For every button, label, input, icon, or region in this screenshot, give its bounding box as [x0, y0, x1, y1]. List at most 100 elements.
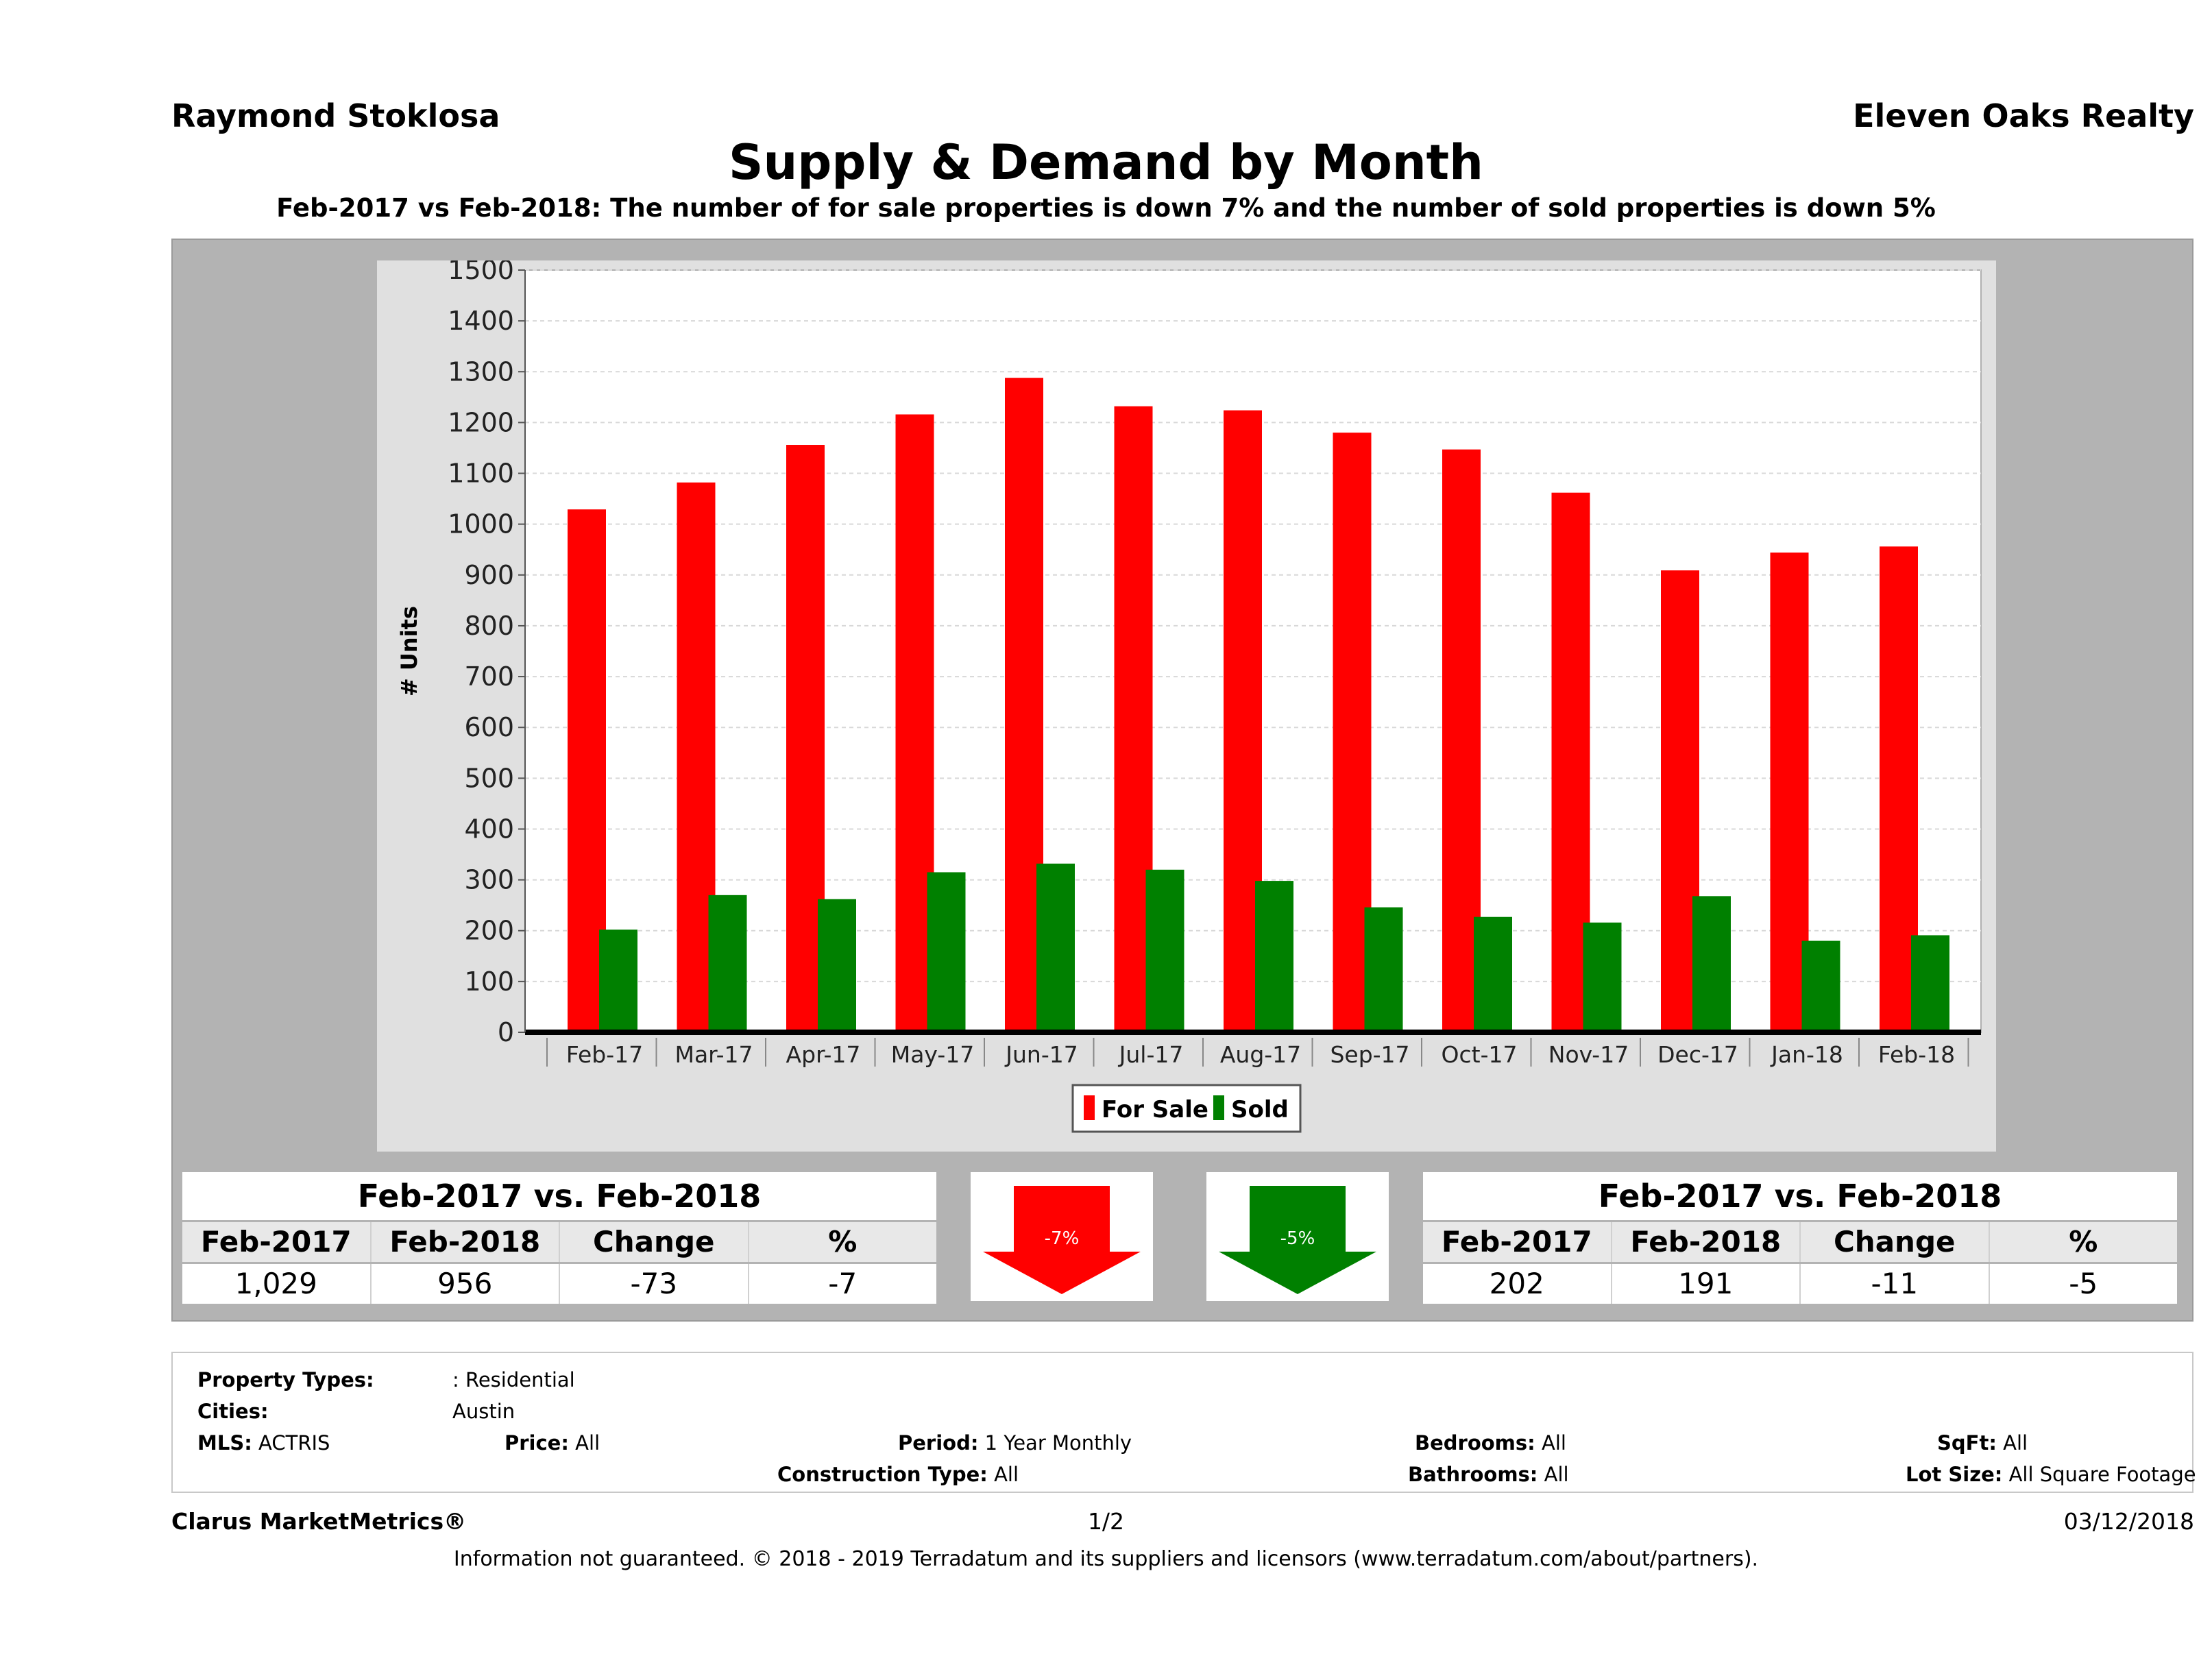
bar-chart: 0 100 200 300 400 500 600 700 800 900 1000 1100 1200… — [377, 260, 1996, 1152]
y-tick-label: 400 — [464, 814, 514, 844]
value-percent: -5 — [2069, 1267, 2098, 1300]
bar-sold-mar-17 — [708, 895, 747, 1032]
footer-brand: Clarus MarketMetrics® — [171, 1508, 467, 1535]
x-tick-label: Oct-17 — [1442, 1041, 1518, 1068]
x-tick-label: Jun-17 — [1004, 1041, 1078, 1068]
col-header-change: Change — [1801, 1222, 1990, 1262]
bar-sold-nov-17 — [1583, 922, 1622, 1032]
legend-label-sold: Sold — [1231, 1096, 1289, 1123]
bar-sold-apr-17 — [818, 899, 856, 1032]
x-tick-label: Mar-17 — [674, 1041, 753, 1068]
y-tick-label: 300 — [464, 865, 514, 895]
y-tick-label: 500 — [464, 763, 514, 793]
filter-bathrooms: Bathrooms: All — [1408, 1463, 1569, 1486]
red-down-arrow-icon — [983, 1186, 1141, 1294]
filter-property-types-value: : Residential — [452, 1368, 575, 1391]
col-header-percent: % — [828, 1225, 858, 1258]
agent-name: Raymond Stoklosa — [171, 97, 500, 134]
x-tick-label: Dec-17 — [1657, 1041, 1738, 1068]
y-tick-label: 1400 — [448, 306, 514, 336]
filter-construction-type: Construction Type: All — [777, 1463, 1019, 1486]
filter-label: Property Types: — [197, 1368, 374, 1391]
filter-label: Cities: — [197, 1400, 269, 1423]
filter-mls: MLS: ACTRIS — [197, 1431, 330, 1455]
for-sale-change-indicator: -7% — [971, 1172, 1153, 1301]
y-tick-label: 900 — [464, 560, 514, 590]
col-header-feb-2017: Feb-2017 — [1423, 1222, 1612, 1262]
sold-comparison-header-row: Feb-2017 Feb-2018 Change % — [1423, 1222, 2177, 1264]
filter-label: Construction Type: — [777, 1463, 988, 1486]
value-feb-2018: 191 — [1612, 1264, 1801, 1304]
y-tick-label: 1000 — [448, 509, 514, 539]
col-header-feb-2018: Feb-2018 — [1612, 1222, 1801, 1262]
value-feb-2017: 202 — [1423, 1264, 1612, 1304]
bar-sold-aug-17 — [1255, 881, 1293, 1032]
y-tick-label: 1300 — [448, 356, 514, 387]
chart-legend: For Sale Sold — [1071, 1084, 1302, 1133]
filter-value: All — [1541, 1431, 1566, 1455]
sold-comparison-value-row: 202 191 -11 -5 — [1423, 1264, 2177, 1304]
filter-value: All Square Footage — [2008, 1463, 2196, 1486]
filter-cities-value: Austin — [452, 1400, 515, 1423]
x-tick-label: Feb-17 — [566, 1041, 643, 1068]
bar-sold-oct-17 — [1474, 916, 1512, 1032]
filter-label: MLS: — [197, 1431, 252, 1455]
filter-value: 1 Year Monthly — [984, 1431, 1132, 1455]
filter-label: Bathrooms: — [1408, 1463, 1538, 1486]
col-header-feb-2017: Feb-2017 — [182, 1222, 372, 1262]
green-down-arrow-icon — [1219, 1186, 1376, 1294]
legend-label-for-sale: For Sale — [1102, 1096, 1208, 1123]
value-percent: -7 — [828, 1267, 858, 1300]
sold-comparison-heading: Feb-2017 vs. Feb-2018 — [1423, 1172, 2177, 1222]
filter-property-types: Property Types: — [197, 1368, 374, 1391]
bar-sold-may-17 — [927, 872, 966, 1032]
value-feb-2017: 1,029 — [182, 1264, 372, 1304]
sold-change-indicator: -5% — [1206, 1172, 1389, 1301]
y-tick-label: 1100 — [448, 459, 514, 489]
x-tick-label: Jul-17 — [1118, 1041, 1184, 1068]
x-tick-label: Sep-17 — [1330, 1041, 1409, 1068]
filter-bedrooms: Bedrooms: All — [1415, 1431, 1566, 1455]
bar-sold-sep-17 — [1364, 907, 1403, 1032]
bar-sold-jan-18 — [1801, 940, 1840, 1032]
x-tick-label: Nov-17 — [1548, 1041, 1629, 1068]
filter-label: Lot Size: — [1906, 1463, 2003, 1486]
report-date: 03/12/2018 — [2063, 1508, 2194, 1535]
x-tick-label: Aug-17 — [1220, 1041, 1301, 1068]
bar-sold-feb-17 — [599, 929, 637, 1032]
col-header-change: Change — [560, 1222, 749, 1262]
filter-label: Period: — [898, 1431, 979, 1455]
x-tick-label: Feb-18 — [1878, 1041, 1955, 1068]
filter-price: Price: All — [505, 1431, 600, 1455]
filter-value: ACTRIS — [258, 1431, 330, 1455]
legend-swatch-for-sale — [1084, 1095, 1095, 1120]
legend-box — [1071, 1084, 1302, 1133]
y-tick-label: 600 — [464, 712, 514, 742]
down-arrow-icon — [1219, 1186, 1376, 1294]
down-arrow-icon — [983, 1186, 1141, 1294]
filter-lot-size: Lot Size: All Square Footage — [1906, 1463, 2196, 1486]
filter-label: SqFt: — [1937, 1431, 1997, 1455]
chart-title: Supply & Demand by Month — [729, 134, 1483, 191]
x-tick-label: Jan-18 — [1770, 1041, 1843, 1068]
y-tick-label: 700 — [464, 661, 514, 692]
y-tick-label: 1500 — [448, 260, 514, 285]
filter-value: All — [575, 1431, 600, 1455]
bar-sold-jul-17 — [1145, 869, 1184, 1032]
for-sale-change-label: -7% — [1044, 1228, 1080, 1249]
bar-sold-jun-17 — [1036, 863, 1075, 1032]
y-tick-label: 800 — [464, 611, 514, 641]
page-number: 1/2 — [1087, 1508, 1125, 1535]
sold-comparison-table: Feb-2017 vs. Feb-2018 Feb-2017 Feb-2018 … — [1423, 1172, 2177, 1304]
x-tick-label: Apr-17 — [786, 1041, 861, 1068]
filter-cities: Cities: — [197, 1400, 269, 1423]
for-sale-comparison-heading: Feb-2017 vs. Feb-2018 — [182, 1172, 936, 1222]
disclaimer: Information not guaranteed. © 2018 - 201… — [453, 1547, 1759, 1571]
filter-value: All — [2003, 1431, 2028, 1455]
filter-label: Bedrooms: — [1415, 1431, 1535, 1455]
filter-label: Price: — [505, 1431, 569, 1455]
y-tick-label: 1200 — [448, 407, 514, 437]
bar-sold-dec-17 — [1692, 896, 1731, 1032]
bar-sold-feb-18 — [1911, 935, 1949, 1032]
y-tick-label: 200 — [464, 916, 514, 946]
